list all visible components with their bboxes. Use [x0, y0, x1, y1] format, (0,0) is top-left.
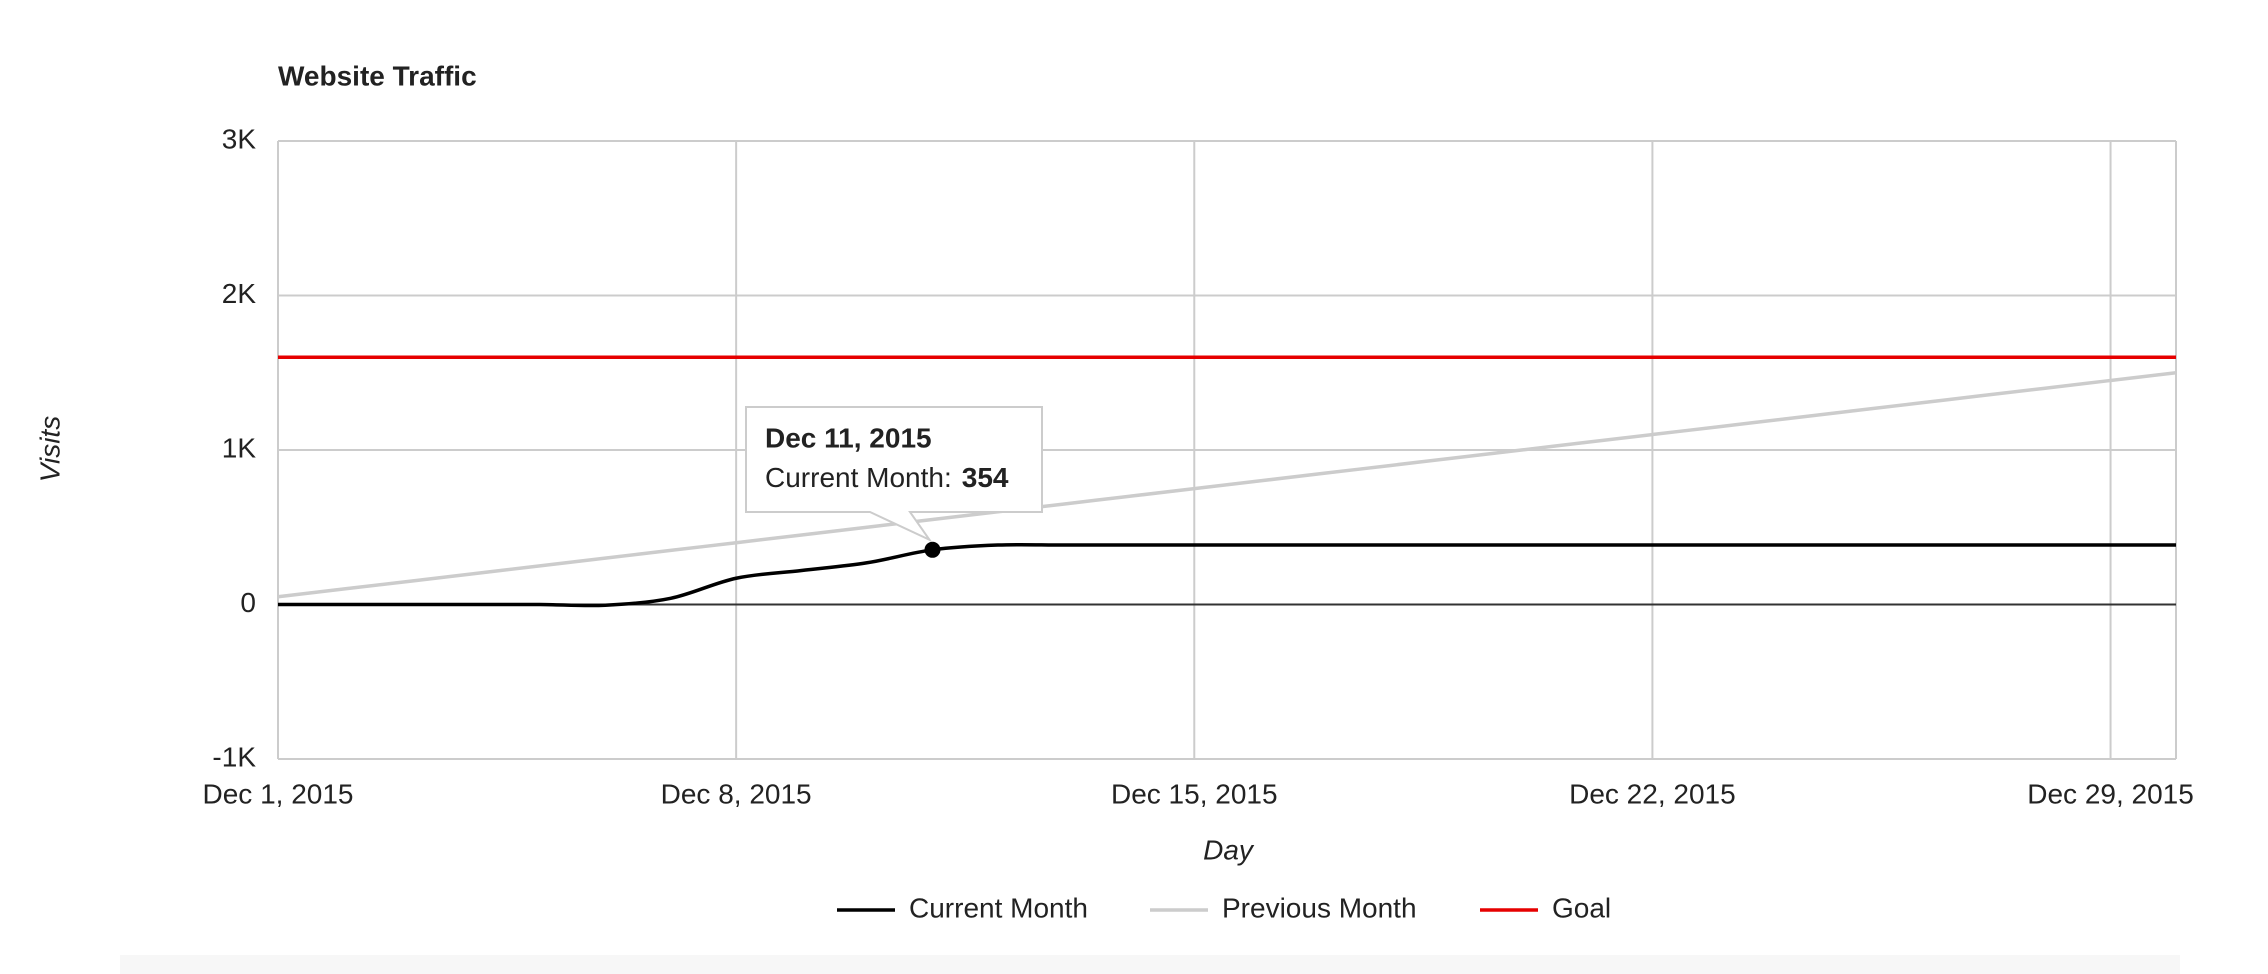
y-axis-label: Visits: [34, 416, 65, 482]
y-tick-label: 0: [240, 587, 256, 618]
series-line: [277, 371, 2177, 599]
tooltip-title: Dec 11, 2015: [765, 422, 932, 453]
highlight-point: [924, 541, 941, 558]
x-tick-label: Dec 15, 2015: [1111, 778, 1278, 809]
x-tick-label: Dec 1, 2015: [203, 778, 354, 809]
x-tick-label: Dec 29, 2015: [2027, 778, 2194, 809]
y-tick-label: 3K: [222, 123, 257, 154]
y-tick-label: -1K: [212, 741, 256, 772]
tooltip-label: Current Month:: [765, 462, 952, 493]
tooltip: Dec 11, 2015 Current Month: 354: [745, 406, 1043, 543]
x-tick-label: Dec 22, 2015: [1569, 778, 1736, 809]
footer-shade: [120, 955, 2180, 974]
x-tick-label: Dec 8, 2015: [661, 778, 812, 809]
legend-label: Goal: [1552, 892, 1611, 923]
y-tick-label: 1K: [222, 432, 257, 463]
tooltip-line: Current Month: 354: [765, 462, 1009, 493]
legend-label: Current Month: [909, 892, 1088, 923]
chart-title: Website Traffic: [278, 60, 477, 91]
tooltip-box: [745, 406, 1043, 543]
x-axis-label: Day: [1203, 834, 1255, 865]
series-line: [277, 542, 2176, 608]
tooltip-value: 354: [962, 462, 1009, 493]
y-tick-label: 2K: [222, 278, 257, 309]
legend-label: Previous Month: [1222, 892, 1417, 923]
